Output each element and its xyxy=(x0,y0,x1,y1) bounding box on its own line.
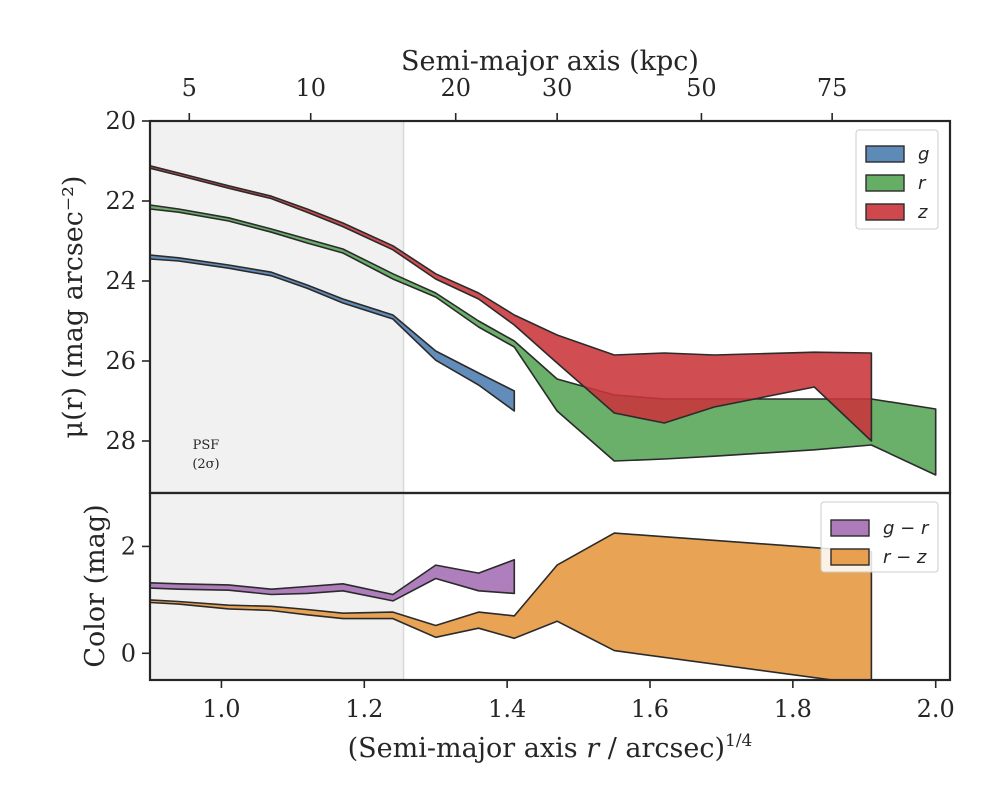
y-tick-label-22: 22 xyxy=(105,187,136,215)
color-y-tick-label-2: 2 xyxy=(121,532,136,560)
legend-swatch-g-r xyxy=(830,519,870,537)
band-z xyxy=(149,165,873,442)
top-tick-label-75: 75 xyxy=(817,74,848,102)
x-tick-label-1.0: 1.0 xyxy=(202,695,240,723)
legend-swatch-g xyxy=(865,145,905,163)
lower-y-axis-label: Color (mag) xyxy=(80,504,111,667)
top-tick-label-20: 20 xyxy=(440,74,471,102)
color-bands xyxy=(150,532,873,680)
y-tick-label-28: 28 xyxy=(105,427,136,455)
band-r xyxy=(149,204,937,476)
legend-label-g: g xyxy=(918,144,929,165)
lower-axes-frame xyxy=(148,491,952,682)
band-r-z xyxy=(150,532,873,680)
band-g xyxy=(149,254,516,412)
top-tick-label-50: 50 xyxy=(686,74,717,102)
x-tick-label-1.2: 1.2 xyxy=(345,695,383,723)
x-tick-label-1.8: 1.8 xyxy=(774,695,812,723)
legend-swatch-z xyxy=(865,203,905,221)
x-tick-label-2.0: 2.0 xyxy=(917,695,955,723)
y-tick-label-26: 26 xyxy=(105,347,136,375)
psf-sublabel: (2σ) xyxy=(192,457,219,472)
x-tick-label-1.6: 1.6 xyxy=(631,695,669,723)
band-g-r xyxy=(150,558,516,602)
top-tick-label-10: 10 xyxy=(295,74,326,102)
top-tick-label-30: 30 xyxy=(542,74,573,102)
legend-swatch-r xyxy=(865,174,905,192)
bottom-axis-label: (Semi-major axis r / arcsec)1/4 xyxy=(348,731,753,764)
legend-swatch-r-z xyxy=(830,548,870,566)
psf-label: PSF xyxy=(193,438,220,453)
axis-labels: Semi-major axis (kpc) μ(r) (mag arcsec⁻²… xyxy=(58,46,752,764)
color-panel: 0 2 1.0 1.2 1.4 1.6 1.8 2.0 g − r r − z xyxy=(121,491,955,723)
top-tick-label-5: 5 xyxy=(182,74,197,102)
legend-label-r-z: r − z xyxy=(883,547,927,568)
upper-y-axis-label: μ(r) (mag arcsec⁻²) xyxy=(58,176,89,439)
upper-y-axis-label-text: μ(r) (mag arcsec⁻²) xyxy=(58,176,89,439)
legend-label-g-r: g − r xyxy=(883,518,930,539)
x-tick-label-1.4: 1.4 xyxy=(488,695,526,723)
surface-brightness-panel: PSF (2σ) 20 22 24 26 28 5 10 20 30 50 75 grz xyxy=(105,74,952,495)
legend-label-r: r xyxy=(918,173,927,194)
color-y-tick-label-0: 0 xyxy=(121,639,136,667)
y-tick-label-20: 20 xyxy=(105,107,136,135)
top-axis-label: Semi-major axis (kpc) xyxy=(401,46,699,77)
y-tick-label-24: 24 xyxy=(105,267,136,295)
legend-label-z: z xyxy=(917,202,928,223)
